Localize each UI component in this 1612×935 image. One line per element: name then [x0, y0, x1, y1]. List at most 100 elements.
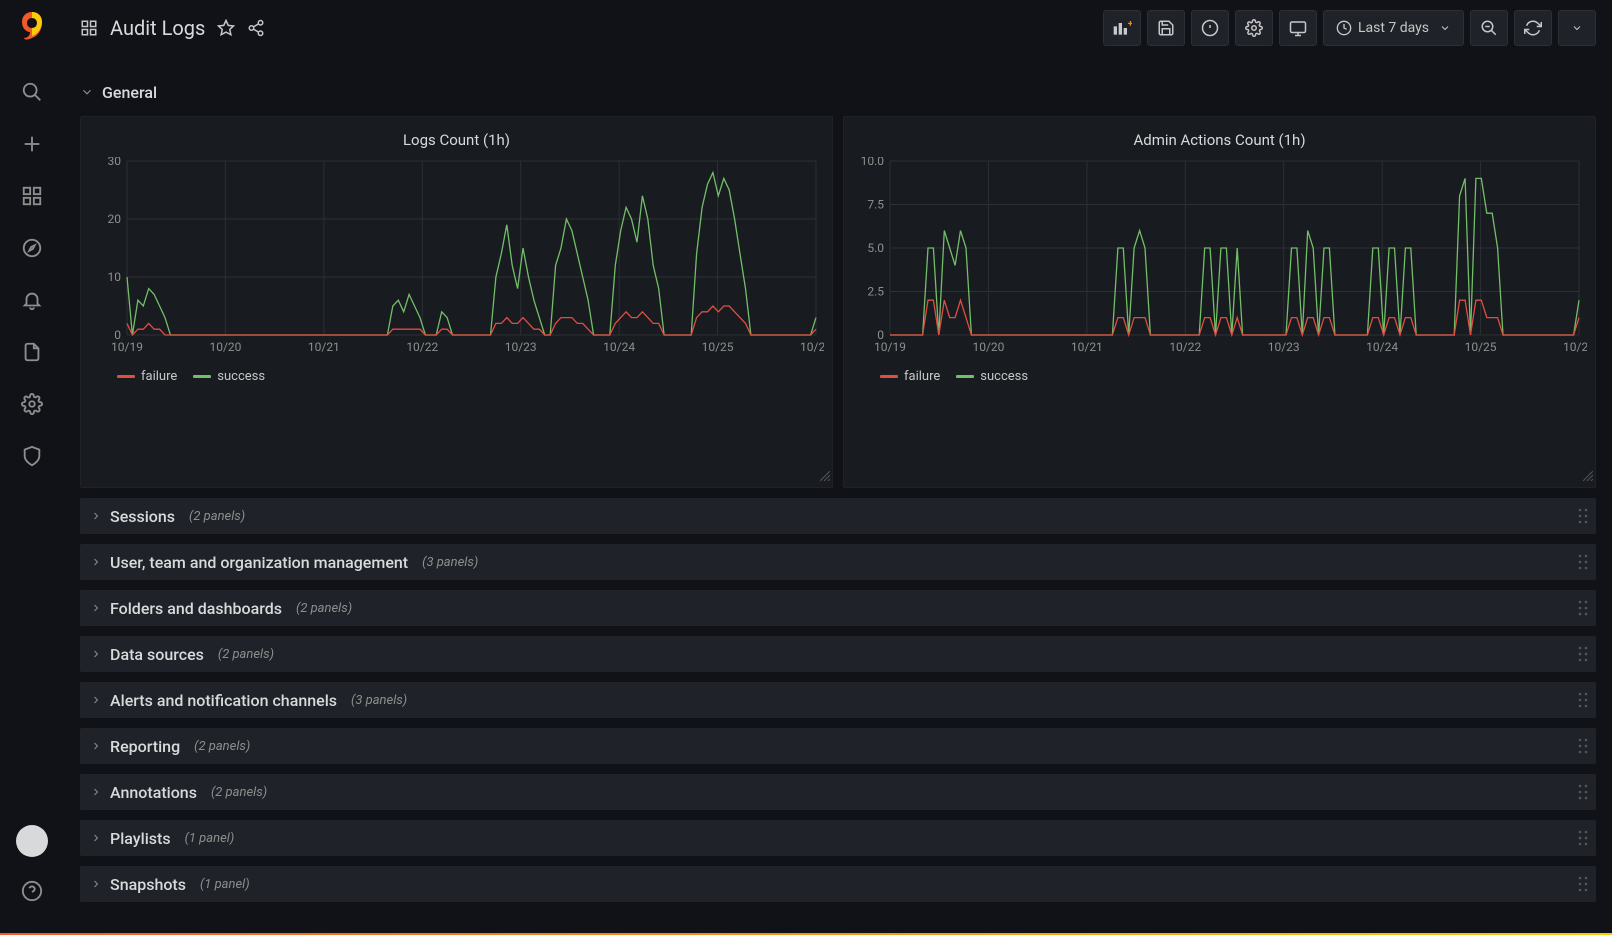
dashboards-icon[interactable]: [12, 176, 52, 216]
svg-text:2.5: 2.5: [867, 285, 884, 299]
row-collapsed[interactable]: Reporting (2 panels): [80, 728, 1596, 764]
svg-text:10/25: 10/25: [702, 340, 734, 354]
svg-text:10/21: 10/21: [1071, 340, 1103, 354]
row-collapsed[interactable]: User, team and organization management (…: [80, 544, 1596, 580]
cycle-view-button[interactable]: [1279, 10, 1317, 46]
panel-title: Logs Count (1h): [89, 131, 824, 149]
legend-item[interactable]: success: [193, 369, 265, 384]
row-general-header[interactable]: General: [80, 74, 1596, 110]
star-icon[interactable]: [217, 19, 235, 37]
legend-item[interactable]: failure: [117, 369, 177, 384]
chevron-right-icon: [90, 602, 102, 614]
legend-swatch: [956, 375, 974, 378]
reports-icon[interactable]: [12, 332, 52, 372]
resize-handle-icon[interactable]: [1583, 469, 1593, 485]
alerting-icon[interactable]: [12, 280, 52, 320]
chevron-right-icon: [90, 510, 102, 522]
explore-icon[interactable]: [12, 228, 52, 268]
server-admin-icon[interactable]: [12, 436, 52, 476]
svg-text:10/24: 10/24: [1366, 340, 1398, 354]
row-collapsed[interactable]: Alerts and notification channels (3 pane…: [80, 682, 1596, 718]
chevron-down-icon: [80, 85, 94, 99]
configuration-icon[interactable]: [12, 384, 52, 424]
row-title: Annotations: [110, 783, 197, 802]
refresh-button[interactable]: [1514, 10, 1552, 46]
chevron-right-icon: [90, 832, 102, 844]
dashboards-icon[interactable]: [80, 19, 98, 37]
row-title: User, team and organization management: [110, 553, 408, 572]
drag-handle-icon[interactable]: [1578, 554, 1588, 570]
svg-text:10/23: 10/23: [505, 340, 537, 354]
row-collapsed[interactable]: Data sources (2 panels): [80, 636, 1596, 672]
svg-text:10/21: 10/21: [308, 340, 340, 354]
drag-handle-icon[interactable]: [1578, 830, 1588, 846]
svg-text:10/19: 10/19: [874, 340, 906, 354]
row-title: Data sources: [110, 645, 204, 664]
chevron-right-icon: [90, 556, 102, 568]
row-collapsed[interactable]: Sessions (2 panels): [80, 498, 1596, 534]
legend-item[interactable]: success: [956, 369, 1028, 384]
row-collapsed[interactable]: Snapshots (1 panel): [80, 866, 1596, 902]
drag-handle-icon[interactable]: [1578, 646, 1588, 662]
search-icon[interactable]: [12, 72, 52, 112]
share-icon[interactable]: [247, 19, 265, 37]
dashboard-insights-button[interactable]: [1191, 10, 1229, 46]
chevron-right-icon: [90, 740, 102, 752]
chevron-right-icon: [90, 694, 102, 706]
svg-text:10/25: 10/25: [800, 340, 824, 354]
svg-text:5.0: 5.0: [867, 241, 884, 255]
drag-handle-icon[interactable]: [1578, 600, 1588, 616]
row-panel-count: (2 panels): [218, 647, 274, 662]
add-panel-button[interactable]: +: [1103, 10, 1141, 46]
panel-logs-count[interactable]: Logs Count (1h) 010203010/1910/2010/2110…: [80, 116, 833, 488]
row-title-general: General: [102, 83, 157, 102]
legend-label: failure: [141, 369, 177, 384]
svg-text:10.0: 10.0: [861, 157, 885, 168]
create-icon[interactable]: [12, 124, 52, 164]
time-range-label: Last 7 days: [1358, 20, 1429, 36]
row-panel-count: (2 panels): [189, 509, 245, 524]
resize-handle-icon[interactable]: [820, 469, 830, 485]
drag-handle-icon[interactable]: [1578, 784, 1588, 800]
row-collapsed[interactable]: Folders and dashboards (2 panels): [80, 590, 1596, 626]
svg-text:+: +: [1128, 19, 1132, 29]
zoom-out-button[interactable]: [1470, 10, 1508, 46]
dashboard-settings-button[interactable]: [1235, 10, 1273, 46]
user-avatar[interactable]: [16, 825, 48, 857]
row-title: Folders and dashboards: [110, 599, 282, 618]
drag-handle-icon[interactable]: [1578, 738, 1588, 754]
svg-text:20: 20: [108, 212, 122, 226]
row-title: Playlists: [110, 829, 171, 848]
row-panel-count: (2 panels): [194, 739, 250, 754]
dashboard-title[interactable]: Audit Logs: [110, 16, 205, 40]
panel-admin-actions-count[interactable]: Admin Actions Count (1h) 02.55.07.510.01…: [843, 116, 1596, 488]
save-button[interactable]: [1147, 10, 1185, 46]
legend-swatch: [117, 375, 135, 378]
help-icon[interactable]: [12, 871, 52, 911]
svg-text:10/23: 10/23: [1268, 340, 1300, 354]
panel-legend: failure success: [89, 357, 824, 384]
row-collapsed[interactable]: Playlists (1 panel): [80, 820, 1596, 856]
chevron-right-icon: [90, 648, 102, 660]
svg-text:10/20: 10/20: [972, 340, 1004, 354]
chart-admin-actions: 02.55.07.510.010/1910/2010/2110/2210/231…: [852, 157, 1587, 357]
legend-swatch: [193, 375, 211, 378]
drag-handle-icon[interactable]: [1578, 692, 1588, 708]
panel-legend: failure success: [852, 357, 1587, 384]
row-collapsed[interactable]: Annotations (2 panels): [80, 774, 1596, 810]
svg-text:10/25: 10/25: [1465, 340, 1497, 354]
refresh-interval-button[interactable]: [1558, 10, 1596, 46]
legend-swatch: [880, 375, 898, 378]
row-panel-count: (3 panels): [351, 693, 407, 708]
row-panel-count: (1 panel): [185, 831, 235, 846]
drag-handle-icon[interactable]: [1578, 876, 1588, 892]
grafana-logo[interactable]: [16, 10, 48, 42]
svg-text:10/22: 10/22: [406, 340, 438, 354]
legend-label: success: [217, 369, 265, 384]
drag-handle-icon[interactable]: [1578, 508, 1588, 524]
legend-item[interactable]: failure: [880, 369, 940, 384]
row-panel-count: (1 panel): [200, 877, 250, 892]
svg-text:10/25: 10/25: [1563, 340, 1587, 354]
row-panel-count: (3 panels): [422, 555, 478, 570]
time-range-button[interactable]: Last 7 days: [1323, 10, 1464, 46]
